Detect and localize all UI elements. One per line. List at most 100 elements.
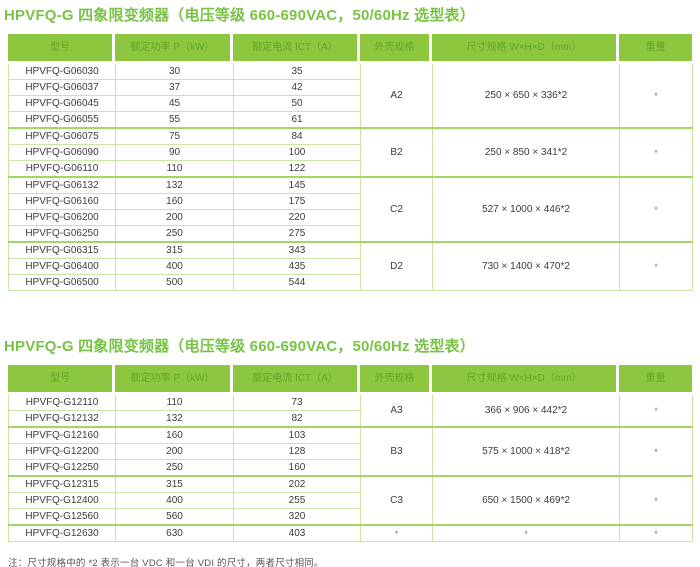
rated-current-cell: 122	[233, 160, 361, 178]
table-header-row-2: 型号 额定功率 P（kW） 额定电流 ICT（A） 外壳规格 尺寸规格 W×H×…	[8, 365, 692, 392]
rated-current-cell: 202	[233, 475, 361, 493]
table-row: HPVFQ-G12630 630 403 * * *	[8, 524, 693, 542]
rated-power-cell: 400	[115, 492, 234, 509]
enclosure-cell: C3	[360, 475, 433, 526]
rated-power-cell: 400	[115, 258, 234, 275]
enclosure-cell: *	[360, 524, 433, 542]
model-cell: HPVFQ-G06500	[8, 274, 116, 291]
table-row: HPVFQ-G06132 132 145 C2 527 × 1000 × 446*2 *	[8, 176, 693, 243]
dimensions-cell: *	[432, 524, 620, 542]
weight-cell: *	[619, 395, 693, 428]
enclosure-cell: B3	[360, 426, 433, 477]
dimensions-cell: 650 × 1500 × 469*2	[432, 475, 620, 526]
rated-current-cell: 320	[233, 508, 361, 526]
table-row: HPVFQ-G06045 45 50	[8, 95, 693, 112]
model-cell: HPVFQ-G12160	[8, 426, 116, 444]
table-header-row-1: 型号 额定功率 P（kW） 额定电流 ICT（A） 外壳规格 尺寸规格 W×H×…	[8, 34, 692, 61]
rated-current-cell: 343	[233, 241, 361, 259]
table-title-2: HPVFQ-G 四象限变频器（电压等级 660-690VAC，50/60Hz 选…	[4, 338, 475, 355]
rated-current-cell: 82	[233, 410, 361, 428]
weight-cell: *	[619, 176, 693, 243]
table-row: HPVFQ-G06090 90 100	[8, 144, 693, 161]
model-cell: HPVFQ-G06090	[8, 144, 116, 161]
table-row: HPVFQ-G06315 315 343 D2 730 × 1400 × 470*2 *	[8, 241, 693, 291]
rated-power-cell: 160	[115, 193, 234, 210]
table-row: HPVFQ-G12315 315 202 C3 650 × 1500 × 469*2 *	[8, 475, 693, 526]
weight-cell: *	[619, 475, 693, 526]
model-cell: HPVFQ-G06200	[8, 209, 116, 226]
rated-power-cell: 55	[115, 111, 234, 129]
rated-current-cell: 42	[233, 79, 361, 96]
column-header-weight: 重量	[619, 365, 692, 392]
rated-power-cell: 560	[115, 508, 234, 526]
rated-current-cell: 73	[233, 395, 361, 411]
table-row: HPVFQ-G06030 30 35 A2 250 × 650 × 336*2 *	[8, 64, 693, 129]
enclosure-cell: B2	[360, 127, 433, 178]
rated-power-cell: 110	[115, 395, 234, 411]
column-header-enclosure: 外壳规格	[360, 34, 432, 61]
rated-power-cell: 200	[115, 443, 234, 460]
model-cell: HPVFQ-G12315	[8, 475, 116, 493]
rated-current-cell: 435	[233, 258, 361, 275]
rated-current-cell: 160	[233, 459, 361, 477]
rated-power-cell: 45	[115, 95, 234, 112]
rated-current-cell: 61	[233, 111, 361, 129]
model-cell: HPVFQ-G12560	[8, 508, 116, 526]
rated-current-cell: 275	[233, 225, 361, 243]
enclosure-cell: C2	[360, 176, 433, 243]
rated-current-cell: 103	[233, 426, 361, 444]
rated-current-cell: 403	[233, 524, 361, 542]
table-row: HPVFQ-G12132 132 82	[8, 410, 693, 428]
dimensions-cell: 730 × 1400 × 470*2	[432, 241, 620, 291]
table-row: HPVFQ-G06037 37 42	[8, 79, 693, 96]
table-row: HPVFQ-G12200 200 128	[8, 443, 693, 460]
column-header-rated-power: 额定功率 P（kW）	[115, 365, 233, 392]
weight-cell: *	[619, 127, 693, 178]
model-cell: HPVFQ-G06250	[8, 225, 116, 243]
weight-cell: *	[619, 426, 693, 477]
model-cell: HPVFQ-G12250	[8, 459, 116, 477]
column-header-dimensions: 尺寸规格 W×H×D（mm）	[432, 365, 619, 392]
column-header-rated-current: 额定电流 ICT（A）	[233, 34, 360, 61]
column-header-dimensions: 尺寸规格 W×H×D（mm）	[432, 34, 619, 61]
column-header-model: 型号	[8, 34, 115, 61]
table-row: HPVFQ-G12110 110 73 A3 366 × 906 × 442*2 *	[8, 395, 693, 428]
model-cell: HPVFQ-G12200	[8, 443, 116, 460]
table-row: HPVFQ-G06200 200 220	[8, 209, 693, 226]
model-cell: HPVFQ-G12110	[8, 395, 116, 411]
rated-current-cell: 255	[233, 492, 361, 509]
rated-power-cell: 250	[115, 225, 234, 243]
rated-current-cell: 84	[233, 127, 361, 145]
rated-power-cell: 200	[115, 209, 234, 226]
rated-power-cell: 630	[115, 524, 234, 542]
model-cell: HPVFQ-G06132	[8, 176, 116, 194]
table-row: HPVFQ-G12160 160 103 B3 575 × 1000 × 418*2 *	[8, 426, 693, 477]
rated-power-cell: 132	[115, 410, 234, 428]
column-header-weight: 重量	[619, 34, 692, 61]
model-cell: HPVFQ-G12400	[8, 492, 116, 509]
rated-current-cell: 544	[233, 274, 361, 291]
column-header-rated-current: 额定电流 ICT（A）	[233, 365, 360, 392]
model-cell: HPVFQ-G06075	[8, 127, 116, 145]
weight-cell: *	[619, 64, 693, 129]
dimensions-cell: 366 × 906 × 442*2	[432, 395, 620, 428]
column-header-model: 型号	[8, 365, 115, 392]
model-cell: HPVFQ-G12630	[8, 524, 116, 542]
rated-power-cell: 160	[115, 426, 234, 444]
dimensions-cell: 575 × 1000 × 418*2	[432, 426, 620, 477]
selection-table-2: HPVFQ-G12110 110 73 A3 366 × 906 × 442*2 * HPV…	[8, 395, 693, 542]
table-row: HPVFQ-G12400 400 255	[8, 492, 693, 509]
enclosure-cell: A2	[360, 64, 433, 129]
dimensions-cell: 250 × 850 × 341*2	[432, 127, 620, 178]
rated-power-cell: 315	[115, 241, 234, 259]
rated-current-cell: 128	[233, 443, 361, 460]
model-cell: HPVFQ-G06400	[8, 258, 116, 275]
model-cell: HPVFQ-G12132	[8, 410, 116, 428]
rated-power-cell: 315	[115, 475, 234, 493]
model-cell: HPVFQ-G06315	[8, 241, 116, 259]
model-cell: HPVFQ-G06160	[8, 193, 116, 210]
table-row: HPVFQ-G12250 250 160	[8, 459, 693, 477]
enclosure-cell: D2	[360, 241, 433, 291]
rated-power-cell: 110	[115, 160, 234, 178]
model-cell: HPVFQ-G06030	[8, 64, 116, 80]
